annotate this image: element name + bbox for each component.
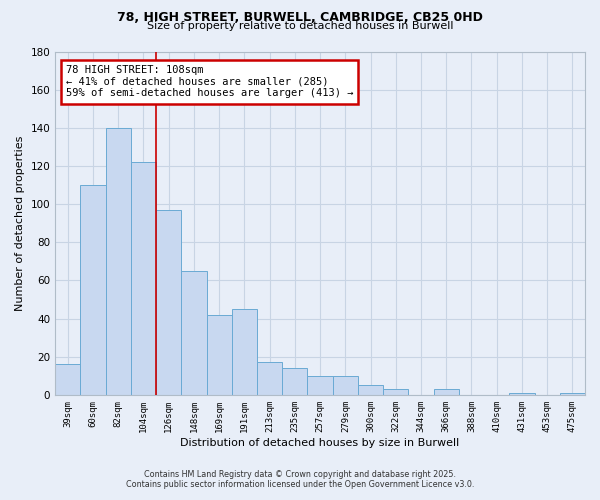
Bar xyxy=(509,393,535,395)
Bar xyxy=(383,389,409,395)
Text: 78, HIGH STREET, BURWELL, CAMBRIDGE, CB25 0HD: 78, HIGH STREET, BURWELL, CAMBRIDGE, CB2… xyxy=(117,11,483,24)
Bar xyxy=(307,376,332,395)
Bar xyxy=(206,314,232,395)
Bar xyxy=(282,368,307,395)
Bar xyxy=(434,389,459,395)
Bar xyxy=(156,210,181,395)
Bar xyxy=(332,376,358,395)
Text: Size of property relative to detached houses in Burwell: Size of property relative to detached ho… xyxy=(147,21,453,31)
Bar xyxy=(106,128,131,395)
Bar xyxy=(55,364,80,395)
Bar xyxy=(560,393,585,395)
Y-axis label: Number of detached properties: Number of detached properties xyxy=(15,136,25,311)
Text: Contains HM Land Registry data © Crown copyright and database right 2025.
Contai: Contains HM Land Registry data © Crown c… xyxy=(126,470,474,489)
Bar xyxy=(358,386,383,395)
X-axis label: Distribution of detached houses by size in Burwell: Distribution of detached houses by size … xyxy=(181,438,460,448)
Text: 78 HIGH STREET: 108sqm
← 41% of detached houses are smaller (285)
59% of semi-de: 78 HIGH STREET: 108sqm ← 41% of detached… xyxy=(66,65,353,98)
Bar xyxy=(131,162,156,395)
Bar xyxy=(257,362,282,395)
Bar xyxy=(181,271,206,395)
Bar xyxy=(80,185,106,395)
Bar xyxy=(232,309,257,395)
